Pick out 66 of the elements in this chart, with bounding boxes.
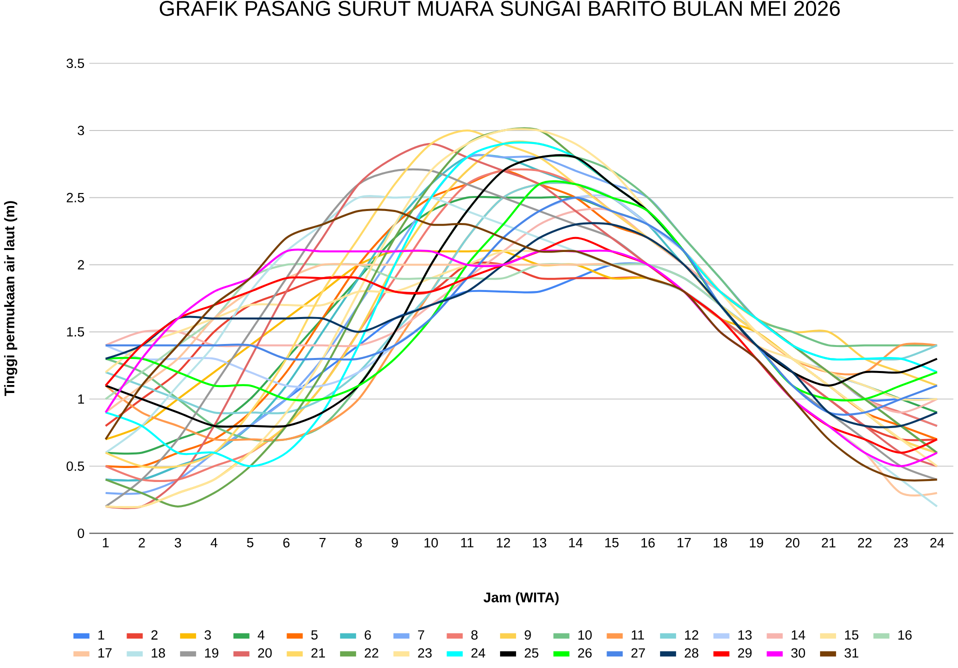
legend-label: 10 bbox=[578, 630, 592, 640]
y-tick-label: 0 bbox=[78, 528, 84, 538]
legend-label: 20 bbox=[258, 648, 272, 658]
x-tick-label: 18 bbox=[714, 538, 727, 548]
x-tick-label: 3 bbox=[174, 538, 182, 548]
legend-label: 12 bbox=[685, 630, 698, 640]
x-tick-label: 9 bbox=[392, 538, 398, 548]
x-tick-label: 1 bbox=[102, 538, 109, 548]
x-tick-label: 20 bbox=[786, 538, 800, 548]
x-tick-label: 5 bbox=[247, 538, 254, 548]
x-tick-label: 6 bbox=[283, 538, 290, 548]
legend-label: 23 bbox=[418, 648, 432, 658]
y-tick-label: 3 bbox=[78, 126, 84, 136]
legend-label: 19 bbox=[205, 648, 218, 658]
legend-label: 6 bbox=[364, 630, 371, 640]
legend-label: 3 bbox=[204, 630, 211, 640]
x-tick-label: 14 bbox=[569, 538, 583, 548]
x-tick-label: 8 bbox=[356, 538, 362, 548]
x-tick-label: 4 bbox=[210, 538, 218, 548]
legend-label: 14 bbox=[792, 630, 806, 640]
x-tick-label: 24 bbox=[930, 538, 944, 548]
x-tick-label: 23 bbox=[894, 538, 908, 548]
legend-label: 25 bbox=[524, 648, 538, 658]
x-tick-label: 16 bbox=[641, 538, 655, 548]
legend-label: 31 bbox=[844, 648, 858, 658]
y-tick-label: 2.5 bbox=[66, 192, 84, 202]
legend-label: 5 bbox=[311, 630, 318, 640]
x-tick-label: 7 bbox=[319, 538, 326, 548]
legend-label: 28 bbox=[684, 648, 698, 658]
legend-label: 7 bbox=[418, 630, 424, 640]
legend-label: 8 bbox=[471, 630, 478, 640]
x-tick-label: 12 bbox=[496, 538, 510, 548]
x-tick-label: 17 bbox=[678, 538, 691, 548]
legend-label: 9 bbox=[524, 630, 531, 640]
legend-label: 11 bbox=[632, 630, 644, 640]
x-tick-label: 22 bbox=[858, 538, 872, 548]
legend-label: 30 bbox=[791, 648, 806, 658]
legend-label: 18 bbox=[152, 648, 166, 658]
x-tick-label: 19 bbox=[750, 538, 764, 548]
x-axis-title: Jam (WITA) bbox=[484, 592, 559, 606]
y-axis-title: Tinggi permukaan air laut (m) bbox=[4, 201, 18, 396]
y-tick-label: 1 bbox=[78, 394, 84, 404]
legend-label: 13 bbox=[738, 630, 752, 640]
x-tick-label: 11 bbox=[461, 538, 474, 548]
legend-label: 24 bbox=[471, 648, 486, 658]
chart-title: GRAFIK PASANG SURUT MUARA SUNGAI BARITO BULAN MEI 2026 bbox=[160, 0, 840, 16]
y-tick-label: 0.5 bbox=[66, 461, 84, 471]
x-tick-label: 10 bbox=[424, 538, 438, 548]
x-tick-label: 2 bbox=[138, 538, 145, 548]
legend-label: 2 bbox=[151, 630, 158, 640]
x-tick-label: 13 bbox=[533, 538, 546, 548]
legend-label: 16 bbox=[898, 630, 912, 640]
y-tick-label: 2 bbox=[78, 260, 84, 270]
legend-label: 17 bbox=[98, 648, 112, 658]
y-tick-label: 3.5 bbox=[66, 58, 84, 68]
legend-label: 22 bbox=[364, 648, 378, 658]
legend-label: 1 bbox=[98, 630, 104, 640]
legend-label: 15 bbox=[845, 630, 858, 640]
legend-label: 26 bbox=[578, 648, 592, 658]
x-tick-label: 15 bbox=[605, 538, 619, 548]
legend-label: 27 bbox=[631, 648, 645, 658]
x-tick-label: 21 bbox=[822, 538, 836, 548]
legend-label: 21 bbox=[311, 648, 325, 658]
legend-label: 29 bbox=[738, 648, 752, 658]
y-tick-label: 1.5 bbox=[67, 327, 84, 337]
legend-label: 4 bbox=[258, 630, 264, 640]
